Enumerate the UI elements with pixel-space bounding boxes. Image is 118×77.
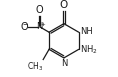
Text: N: N xyxy=(37,22,43,31)
Text: NH: NH xyxy=(80,27,93,36)
Text: −: − xyxy=(22,22,28,27)
Text: +: + xyxy=(40,22,45,27)
Text: CH$_3$: CH$_3$ xyxy=(27,60,43,73)
Text: O: O xyxy=(20,22,28,32)
Text: N: N xyxy=(61,59,67,68)
Text: O: O xyxy=(36,5,44,15)
Text: O: O xyxy=(60,0,68,10)
Text: NH$_2$: NH$_2$ xyxy=(80,44,98,56)
